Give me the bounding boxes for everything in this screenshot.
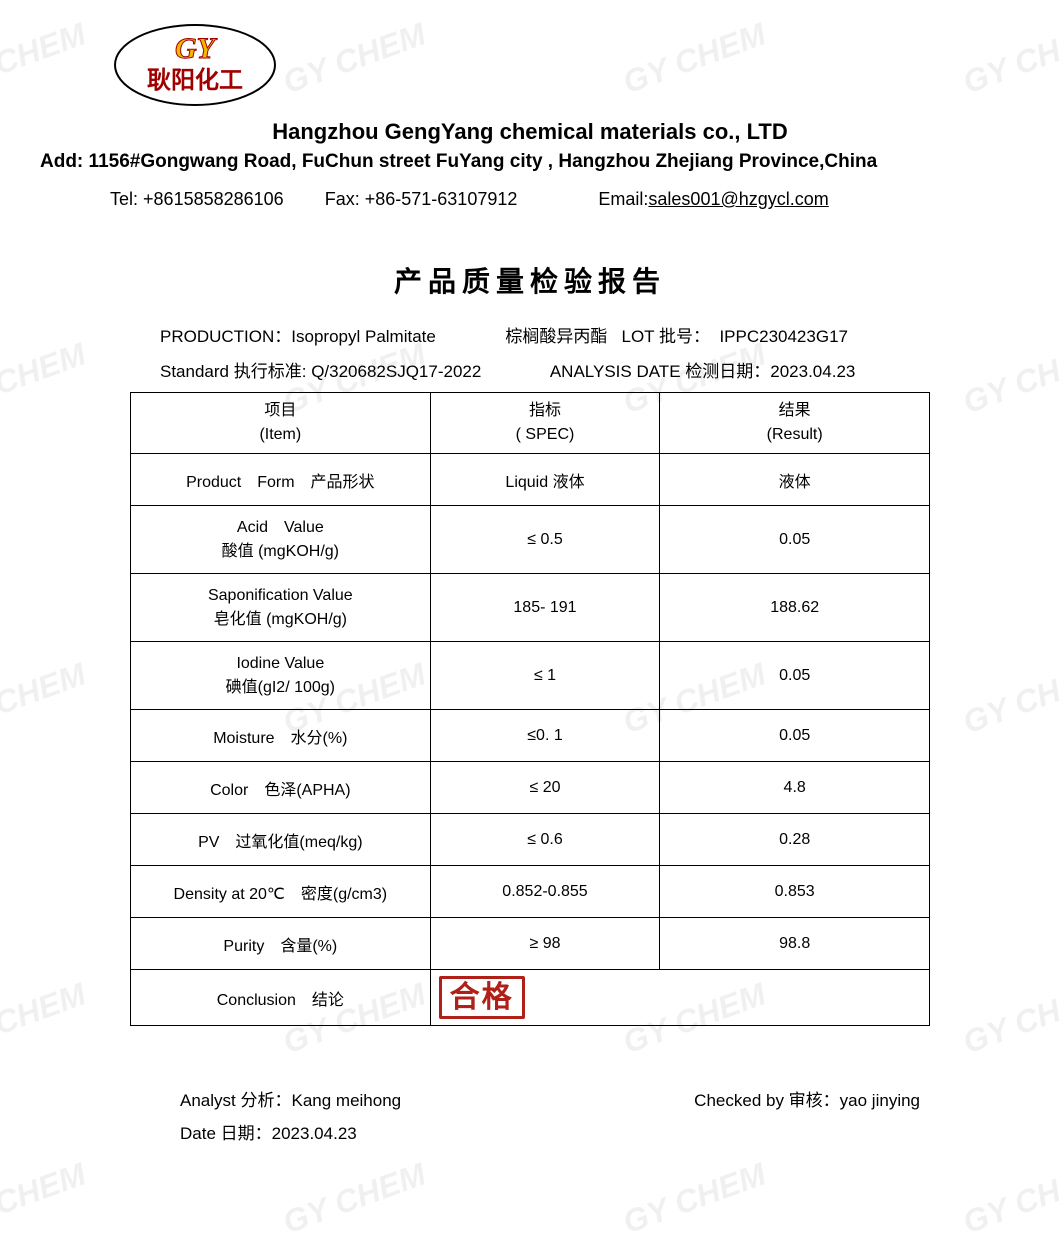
table-row: Density at 20℃ 密度(g/cm3)0.852-0.8550.853: [131, 866, 930, 918]
conclusion-row: Conclusion 结论合格: [131, 970, 930, 1026]
cell-spec: ≥ 98: [430, 918, 660, 970]
analysis-date-label: ANALYSIS DATE 检测日期：: [550, 362, 770, 381]
conclusion-cell: 合格: [430, 970, 929, 1026]
cell-result: 0.05: [660, 642, 930, 710]
table-row: Purity 含量(%)≥ 9898.8: [131, 918, 930, 970]
hdr-result-en: (Result): [668, 423, 921, 447]
analysis-date-value: 2023.04.23: [770, 362, 855, 381]
cell-spec: Liquid 液体: [430, 454, 660, 506]
table-row: PV 过氧化值(meq/kg)≤ 0.60.28: [131, 814, 930, 866]
hdr-spec-cn: 指标: [439, 399, 652, 423]
analyst-label: Analyst 分析：: [180, 1091, 291, 1110]
fax-value: +86-571-63107912: [365, 189, 518, 209]
standard-value: Q/320682SJQ17-2022: [311, 362, 481, 381]
company-address: Add: 1156#Gongwang Road, FuChun street F…: [40, 151, 1020, 173]
qualified-stamp: 合格: [439, 976, 525, 1019]
fax-label: Fax:: [325, 189, 360, 209]
cell-item: Acid Value酸值 (mgKOH/g): [131, 506, 431, 574]
email-link[interactable]: sales001@hzgycl.com: [648, 189, 828, 209]
item-line2: 皂化值 (mgKOH/g): [139, 608, 422, 632]
item-line1: Acid Value: [139, 516, 422, 540]
cell-item: Saponification Value皂化值 (mgKOH/g): [131, 574, 431, 642]
lot-value: IPPC230423G17: [719, 327, 848, 346]
email-label: Email:: [598, 189, 648, 209]
cell-spec: ≤ 0.5: [430, 506, 660, 574]
production-cn: 棕榈酸异丙酯: [505, 327, 607, 346]
contact-line: Tel: +8615858286106 Fax: +86-571-6310791…: [110, 189, 1020, 210]
table-row: Saponification Value皂化值 (mgKOH/g)185- 19…: [131, 574, 930, 642]
cell-result: 液体: [660, 454, 930, 506]
cell-spec: 185- 191: [430, 574, 660, 642]
cell-item: PV 过氧化值(meq/kg): [131, 814, 431, 866]
cell-item: Product Form 产品形状: [131, 454, 431, 506]
report-title: 产品质量检验报告: [40, 260, 1020, 300]
hdr-result-cn: 结果: [668, 399, 921, 423]
footer-date-label: Date 日期：: [180, 1124, 272, 1143]
cell-result: 0.05: [660, 506, 930, 574]
cell-spec: ≤ 0.6: [430, 814, 660, 866]
item-line1: Iodine Value: [139, 652, 422, 676]
spec-table: 项目(Item) 指标( SPEC) 结果(Result) Product Fo…: [130, 392, 930, 1026]
watermark: GY CHEM: [0, 1156, 91, 1241]
hdr-item-cn: 项目: [139, 399, 422, 423]
tel-label: Tel:: [110, 189, 138, 209]
address-label: Add:: [40, 151, 83, 172]
standard-label: Standard 执行标准:: [160, 362, 306, 381]
conclusion-label: Conclusion 结论: [131, 970, 431, 1026]
cell-item: Iodine Value碘值(gI2/ 100g): [131, 642, 431, 710]
item-line2: 酸值 (mgKOH/g): [139, 540, 422, 564]
hdr-item-en: (Item): [139, 423, 422, 447]
cell-spec: ≤0. 1: [430, 710, 660, 762]
logo-initials: GY: [175, 32, 218, 65]
logo-chinese: 耿阳化工: [147, 66, 243, 94]
cell-result: 0.28: [660, 814, 930, 866]
table-row: Product Form 产品形状Liquid 液体液体: [131, 454, 930, 506]
tel-value: +8615858286106: [143, 189, 284, 209]
item-line1: Saponification Value: [139, 584, 422, 608]
table-row: Moisture 水分(%)≤0. 10.05: [131, 710, 930, 762]
lot-label: LOT 批号：: [622, 327, 710, 346]
cell-spec: 0.852-0.855: [430, 866, 660, 918]
table-header-row: 项目(Item) 指标( SPEC) 结果(Result): [131, 393, 930, 454]
analyst-value: Kang meihong: [291, 1091, 401, 1110]
watermark: GY CHEM: [618, 1156, 770, 1241]
cell-result: 0.853: [660, 866, 930, 918]
cell-item: Purity 含量(%): [131, 918, 431, 970]
production-value: Isopropyl Palmitate: [291, 327, 436, 346]
footer-date-value: 2023.04.23: [272, 1124, 357, 1143]
cell-result: 98.8: [660, 918, 930, 970]
watermark: GY CHEM: [278, 1156, 430, 1241]
report-footer: Analyst 分析：Kang meihong Date 日期：2023.04.…: [180, 1086, 920, 1152]
production-label: PRODUCTION：: [160, 327, 291, 346]
company-name: Hangzhou GengYang chemical materials co.…: [40, 119, 1020, 145]
item-line2: 碘值(gI2/ 100g): [139, 676, 422, 700]
checked-value: yao jinying: [840, 1091, 920, 1110]
table-row: Iodine Value碘值(gI2/ 100g)≤ 10.05: [131, 642, 930, 710]
cell-result: 4.8: [660, 762, 930, 814]
cell-result: 188.62: [660, 574, 930, 642]
table-row: Acid Value酸值 (mgKOH/g)≤ 0.50.05: [131, 506, 930, 574]
address-value: 1156#Gongwang Road, FuChun street FuYang…: [89, 151, 878, 172]
cell-item: Moisture 水分(%): [131, 710, 431, 762]
report-meta: PRODUCTION：Isopropyl Palmitate 棕榈酸异丙酯 LO…: [160, 322, 930, 382]
cell-item: Density at 20℃ 密度(g/cm3): [131, 866, 431, 918]
company-logo: GY 耿阳化工: [110, 20, 1020, 115]
cell-item: Color 色泽(APHA): [131, 762, 431, 814]
table-row: Color 色泽(APHA)≤ 204.8: [131, 762, 930, 814]
watermark: GY CHEM: [958, 1156, 1060, 1241]
hdr-spec-en: ( SPEC): [439, 423, 652, 447]
cell-spec: ≤ 20: [430, 762, 660, 814]
cell-result: 0.05: [660, 710, 930, 762]
checked-label: Checked by 审核：: [694, 1091, 840, 1110]
cell-spec: ≤ 1: [430, 642, 660, 710]
